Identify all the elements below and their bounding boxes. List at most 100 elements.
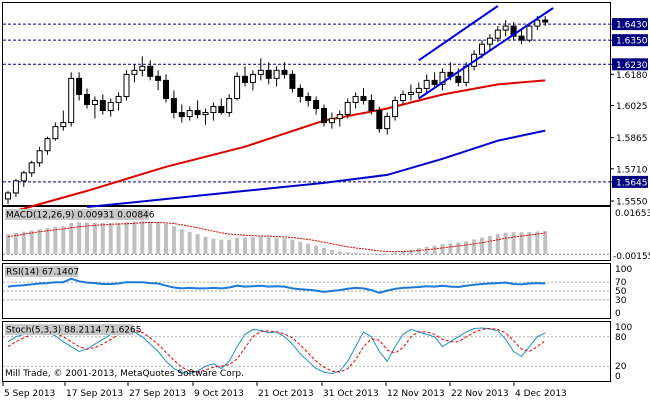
macd-histogram-bar	[448, 243, 453, 255]
price-tick-label: 1.5865	[616, 134, 648, 144]
macd-histogram-bar	[148, 221, 153, 255]
macd-histogram-bar	[156, 222, 161, 255]
candle-body	[400, 93, 406, 101]
candle-body	[479, 43, 485, 55]
rsi-line	[7, 277, 546, 294]
candle-body	[115, 95, 122, 103]
macd-histogram-bar	[495, 234, 500, 255]
rsi-tick-label: 30	[615, 296, 627, 306]
candle-body	[68, 77, 75, 124]
macd-panel: 0.01653 -0.00155	[3, 209, 650, 262]
macd-histogram-bar	[116, 223, 121, 255]
stoch-tick-label: 0	[615, 372, 621, 382]
macd-histogram-bar	[511, 232, 516, 255]
stoch-tick-label: 20	[615, 362, 627, 372]
candle-body	[84, 93, 90, 106]
candle-body	[20, 172, 27, 182]
candle-body	[273, 69, 280, 79]
candle-body	[28, 162, 35, 174]
macd-histogram-bar	[408, 249, 413, 255]
candle-body	[376, 110, 383, 130]
x-tick-label: 4 Dec 2013	[515, 389, 567, 399]
candle-body	[423, 79, 430, 89]
candle-body	[368, 99, 375, 112]
macd-histogram-bar	[314, 245, 319, 255]
price-tick-label: 1.5550	[616, 197, 648, 207]
macd-histogram-bar	[108, 223, 113, 255]
candle-body	[218, 106, 225, 114]
candle-body	[44, 138, 51, 152]
macd-histogram-bar	[187, 231, 192, 255]
macd-histogram-bar	[53, 226, 58, 255]
macd-histogram-bar	[219, 239, 224, 255]
candle-body	[415, 87, 422, 93]
macd-histogram-bar	[179, 229, 184, 255]
macd-histogram-bar	[140, 221, 145, 255]
candle-body	[313, 99, 320, 110]
candle-body	[510, 25, 517, 37]
candle-body	[12, 180, 19, 194]
price-tick-label: 1.6430	[616, 21, 648, 31]
macd-histogram-bar	[100, 223, 105, 255]
candle-body	[289, 73, 296, 89]
x-tick-label: 17 Sep 2013	[66, 389, 123, 399]
macd-histogram-bar	[464, 241, 469, 255]
candle-body	[131, 69, 138, 75]
price-level-badge	[612, 58, 648, 71]
copyright-text: Mill Trade, © 2001-2013, MetaQuotes Soft…	[5, 369, 244, 379]
stoch-tick-label: 100	[615, 323, 632, 333]
price-tick-label: 1.5710	[616, 165, 648, 175]
candle-body	[99, 99, 106, 112]
macd-histogram-bar	[258, 236, 263, 255]
moving-average-blue-line	[86, 129, 546, 208]
channel-lower-line	[418, 7, 554, 100]
candle-body	[91, 99, 98, 106]
x-tick-label: 5 Sep 2013	[4, 389, 55, 399]
candle-body	[526, 25, 533, 41]
candle-body	[352, 95, 359, 103]
macd-histogram-bar	[472, 239, 477, 255]
candle-body	[76, 77, 83, 95]
macd-histogram-bar	[385, 253, 390, 255]
x-tick-label: 9 Oct 2013	[194, 389, 244, 399]
macd-histogram-bar	[195, 234, 200, 255]
macd-histogram-bar	[282, 238, 287, 255]
rsi-tick-label: 70	[615, 278, 627, 288]
candle-body	[52, 126, 59, 140]
candle-body	[431, 79, 438, 85]
macd-histogram-bar	[37, 229, 42, 255]
candle-body	[194, 110, 201, 116]
macd-histogram-bar	[21, 231, 26, 255]
macd-histogram-bar	[243, 237, 247, 255]
stoch-tick-label: 80	[615, 333, 627, 343]
rsi-tick-label: 100	[615, 265, 632, 275]
macd-histogram-bar	[235, 237, 240, 255]
candle-body	[139, 65, 146, 71]
macd-histogram-bar	[322, 247, 326, 255]
stoch-title: Stoch(5,3,3) 88.2114 71.6265	[6, 326, 141, 336]
candle-body	[305, 95, 312, 101]
candle-body	[336, 114, 343, 120]
macd-histogram-bar	[369, 253, 374, 255]
macd-histogram-bar	[480, 237, 484, 255]
candle-body	[455, 75, 462, 83]
candle-body	[249, 73, 256, 83]
macd-histogram-bar	[543, 230, 548, 255]
x-tick-label: 21 Oct 2013	[258, 389, 314, 399]
candle-body	[494, 29, 501, 39]
stoch-signal-line	[7, 327, 546, 373]
macd-histogram-bar	[61, 226, 66, 255]
macd-histogram-bar	[337, 251, 342, 255]
macd-histogram-bar	[250, 237, 255, 255]
candle-body	[265, 69, 272, 79]
candle-body	[242, 75, 248, 83]
x-axis: 5 Sep 2013 17 Sep 2013 27 Sep 2013 9 Oct 20…	[2, 382, 567, 399]
macd-histogram-bar	[487, 235, 492, 255]
macd-tick-label: -0.00155	[613, 252, 650, 262]
macd-title: MACD(12,26,9) 0.00931 0.00846	[6, 211, 155, 221]
rsi-tick-label: 0	[615, 309, 621, 319]
macd-histogram-bar	[124, 222, 129, 255]
